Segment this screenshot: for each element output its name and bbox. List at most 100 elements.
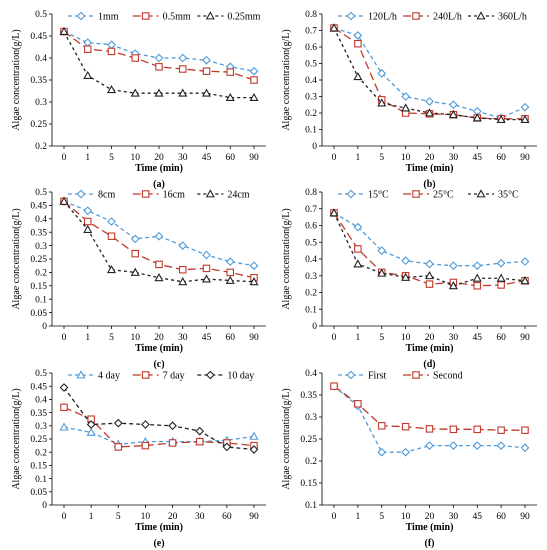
y-tick-label: 0.4 (305, 76, 317, 86)
series-line (333, 27, 525, 120)
y-tick-label: 0.1 (305, 305, 317, 315)
data-point (401, 256, 411, 266)
x-tick-label: 10 (131, 333, 141, 343)
y-tick-label: 0.2 (305, 109, 317, 119)
data-point (178, 277, 188, 286)
series-line (63, 31, 254, 99)
data-point (472, 441, 482, 450)
data-point (497, 281, 505, 289)
x-tick-label: 30 (178, 153, 188, 163)
x-tick-label: 90 (520, 512, 530, 522)
chart-panel: 0 0.05 0.1 0.15 0.2 0.25 0.3 0.35 0.4 0.45 0.5 0 1 5 1… (11, 188, 266, 370)
data-point (107, 217, 116, 226)
data-point (377, 422, 386, 430)
data-point (154, 53, 164, 63)
data-point (201, 88, 212, 97)
panel-label: (e) (153, 538, 164, 549)
data-point (226, 68, 235, 76)
legend-swatch-marker (346, 11, 356, 21)
data-point (107, 47, 116, 56)
x-tick-label: 20 (168, 512, 178, 522)
legend-label: 10 day (227, 371, 254, 382)
y-tick-label: 0.5 (35, 188, 47, 198)
series-line (63, 426, 255, 445)
x-tick-label: 1 (89, 512, 94, 522)
y-tick-label: 0.05 (30, 488, 47, 498)
data-point (179, 265, 187, 274)
x-tick-label: 30 (195, 512, 205, 522)
series-first (329, 381, 530, 457)
data-point (249, 261, 259, 271)
y-tick-label: 0.2 (35, 448, 47, 458)
series-line (333, 27, 525, 121)
x-tick-label: 20 (154, 153, 164, 163)
data-point (113, 418, 123, 428)
data-point (249, 445, 259, 454)
y-tick-label: 0.05 (30, 309, 47, 319)
data-point (520, 102, 530, 112)
data-point (401, 92, 411, 101)
legend: 15°C 25°C 35°C (338, 189, 519, 201)
data-point (424, 271, 435, 280)
panel-label: (f) (425, 538, 435, 549)
data-point (114, 443, 123, 451)
data-point (250, 76, 258, 84)
legend-item: 0.5mm (132, 12, 191, 23)
legend-swatch-marker (476, 11, 486, 20)
x-tick-label: 5 (109, 153, 114, 163)
x-tick-label: 5 (109, 333, 114, 343)
series-10-day (59, 383, 259, 454)
legend-label: 16cm (163, 190, 185, 201)
data-point (195, 437, 204, 446)
x-tick-label: 60 (496, 153, 506, 163)
data-point (225, 92, 235, 102)
data-point (354, 245, 362, 253)
legend-swatch-marker (76, 189, 86, 199)
panel-label: (a) (153, 179, 165, 190)
data-point (520, 443, 530, 453)
data-point (179, 65, 187, 73)
data-point (354, 400, 362, 408)
x-tick-label: 90 (249, 153, 259, 163)
y-tick-label: 0.45 (30, 202, 47, 212)
y-tick-label: 0.15 (30, 282, 47, 292)
chart-panel: 0 0.1 0.2 0.3 0.4 0.5 0.6 0.7 0.8 0 1 5 10 20 30 45 60 90… (281, 188, 537, 370)
legend-swatch-marker (205, 11, 215, 20)
y-tick-label: 0.7 (305, 27, 317, 37)
x-axis-title: Time (min) (406, 522, 454, 533)
x-axis-title: Time (min) (135, 343, 183, 354)
legend-swatch-marker (205, 189, 215, 198)
x-tick-label: 1 (85, 333, 90, 343)
legend-label: 24cm (227, 190, 249, 201)
y-axis-title: Algae concentration(g/L) (11, 388, 22, 489)
legend-swatch-marker (205, 370, 215, 380)
y-tick-label: 0.6 (305, 43, 317, 53)
legend-item: First (338, 371, 387, 382)
data-point (354, 39, 362, 48)
x-axis-title: Time (min) (135, 163, 183, 174)
x-tick-label: 0 (332, 512, 337, 522)
data-point (448, 281, 458, 290)
legend-label: 240L/h (433, 12, 462, 23)
legend-label: First (368, 371, 387, 382)
data-point (249, 431, 259, 440)
data-point (353, 71, 363, 81)
x-tick-label: 60 (496, 512, 506, 522)
y-tick-label: 0.1 (305, 501, 317, 511)
data-point (497, 426, 505, 434)
legend: 8cm 16cm 24cm (68, 189, 250, 201)
legend-label: Second (433, 371, 462, 382)
y-tick-label: 0.15 (300, 479, 317, 489)
data-point (377, 98, 387, 107)
data-point (330, 382, 338, 390)
data-point (377, 268, 387, 277)
y-tick-label: 0.3 (305, 413, 317, 423)
x-tick-label: 0 (332, 153, 337, 163)
y-tick-label: 0.35 (30, 228, 47, 238)
legend-swatch-marker (412, 371, 420, 379)
legend: 120L/h 240L/h 360L/h (338, 11, 527, 23)
y-tick-label: 0 (312, 322, 317, 332)
y-axis-title: Algae concentration(g/L) (11, 29, 22, 130)
series-line (63, 387, 255, 451)
x-tick-label: 60 (222, 512, 232, 522)
